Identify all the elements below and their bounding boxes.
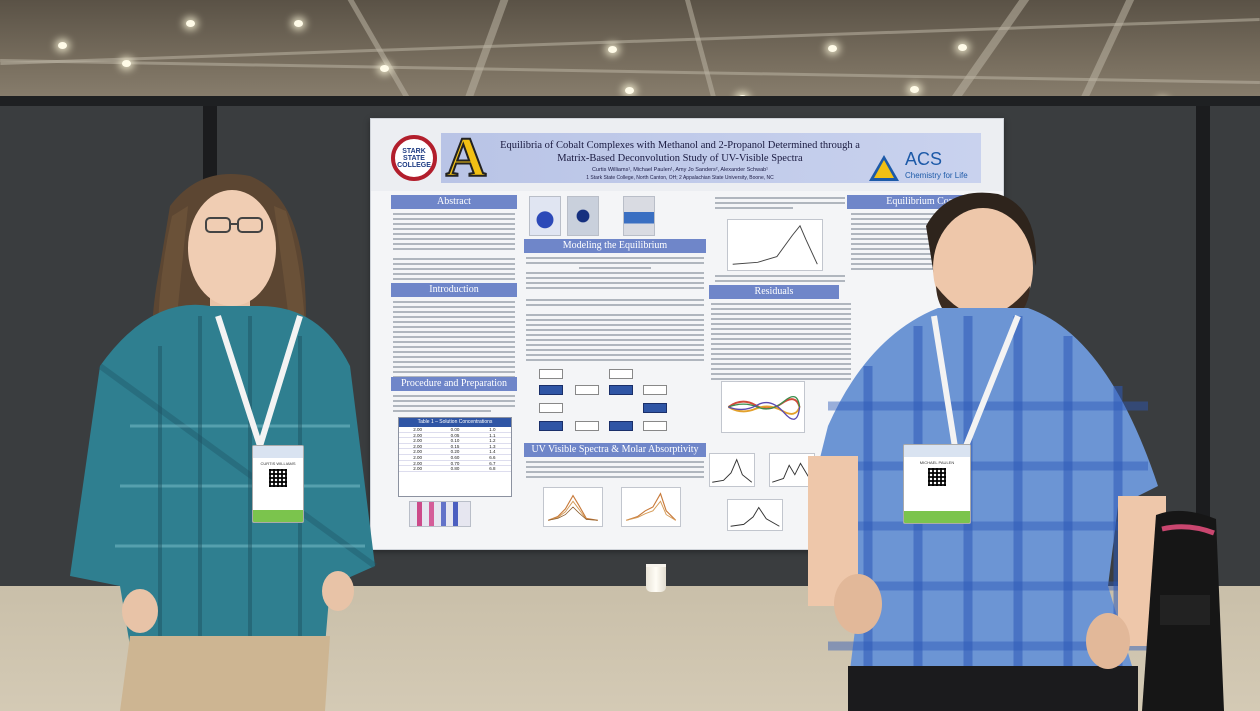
flow-node (643, 403, 667, 413)
flow-node (643, 421, 667, 431)
uv-text (526, 461, 704, 481)
concentration-table: Table 1 – Solution Concentrations 2.00 0.… (398, 417, 512, 497)
qr-code-icon (928, 468, 946, 486)
right-presenter-figure (808, 192, 1166, 711)
panel-seam (1196, 106, 1210, 586)
flow-node (609, 369, 633, 379)
flow-node (575, 385, 599, 395)
equilibrium-text (851, 213, 991, 273)
table-row: 2.00 0.10 1.2 (399, 438, 511, 444)
paper-cup (646, 564, 666, 592)
section-residuals: Residuals (709, 285, 839, 299)
ceiling (0, 0, 1260, 112)
section-uv-visible: UV Visible Spectra & Molar Absorptivity (524, 443, 706, 457)
lab-photo (567, 196, 599, 236)
section-introduction: Introduction (391, 283, 517, 297)
poster-affiliations: 1 Stark State College, North Canton, OH;… (586, 175, 774, 181)
table-row: 2.00 0.20 1.4 (399, 449, 511, 455)
table-row: 2.00 0.05 1.1 (399, 433, 511, 439)
abstract-text (393, 213, 515, 293)
left-presenter-figure (70, 174, 377, 711)
sample-vials-photo (409, 501, 471, 527)
section-modeling: Modeling the Equilibrium (524, 239, 706, 253)
table-row: 2.00 0.00 1.0 (399, 427, 511, 433)
chart-text (715, 275, 845, 285)
residuals-text (711, 303, 851, 383)
flow-node (539, 369, 563, 379)
appalachian-state-logo: A (445, 127, 487, 189)
table-row: 2.00 0.15 1.3 (399, 444, 511, 450)
table-title: Table 1 – Solution Concentrations (399, 418, 511, 427)
flow-node (539, 403, 563, 413)
flow-node (539, 421, 563, 431)
residual-chart-small (769, 453, 815, 487)
left-name-badge: CURTIS WILLIAMS (252, 445, 304, 523)
acs-logo-icon (869, 155, 899, 181)
flow-node (643, 385, 667, 395)
flow-node (575, 421, 599, 431)
spectra-caption (715, 197, 845, 212)
research-poster: STARK STATE COLLEGE A Equilibria of Coba… (370, 118, 1004, 550)
table-row: 2.00 0.60 6.6 (399, 455, 511, 461)
lab-photo (529, 196, 561, 236)
backpack (1142, 510, 1224, 711)
poster-authors: Curtis Williams¹, Michael Paulen¹, Amy J… (591, 167, 769, 173)
table-row: 2.00 0.80 6.8 (399, 466, 511, 472)
acs-name: ACS (905, 149, 943, 169)
procedure-text (393, 395, 515, 415)
residuals-chart (721, 381, 805, 433)
acs-tagline: Chemistry for Life (905, 171, 968, 180)
residual-chart-small (709, 453, 755, 487)
right-badge-name: MICHAEL PAULEN (919, 460, 955, 465)
absorbance-chart (727, 219, 823, 271)
flow-node (539, 385, 563, 395)
stark-state-logo: STARK STATE COLLEGE (391, 135, 437, 181)
uv-spectra-chart (543, 487, 603, 527)
flow-node (609, 385, 633, 395)
flow-node (609, 421, 633, 431)
modeling-text (526, 257, 704, 364)
lab-photo (623, 196, 655, 236)
residual-chart-small (727, 499, 783, 531)
section-abstract: Abstract (391, 195, 517, 209)
qr-code-icon (269, 469, 287, 487)
section-procedure: Procedure and Preparation (391, 377, 517, 391)
molar-absorptivity-chart (621, 487, 681, 527)
table-row: 2.00 0.70 6.7 (399, 461, 511, 467)
right-name-badge: MICHAEL PAULEN (903, 444, 971, 524)
left-badge-name: CURTIS WILLIAMS (260, 461, 296, 466)
poster-title: Equilibria of Cobalt Complexes with Meth… (500, 140, 860, 164)
